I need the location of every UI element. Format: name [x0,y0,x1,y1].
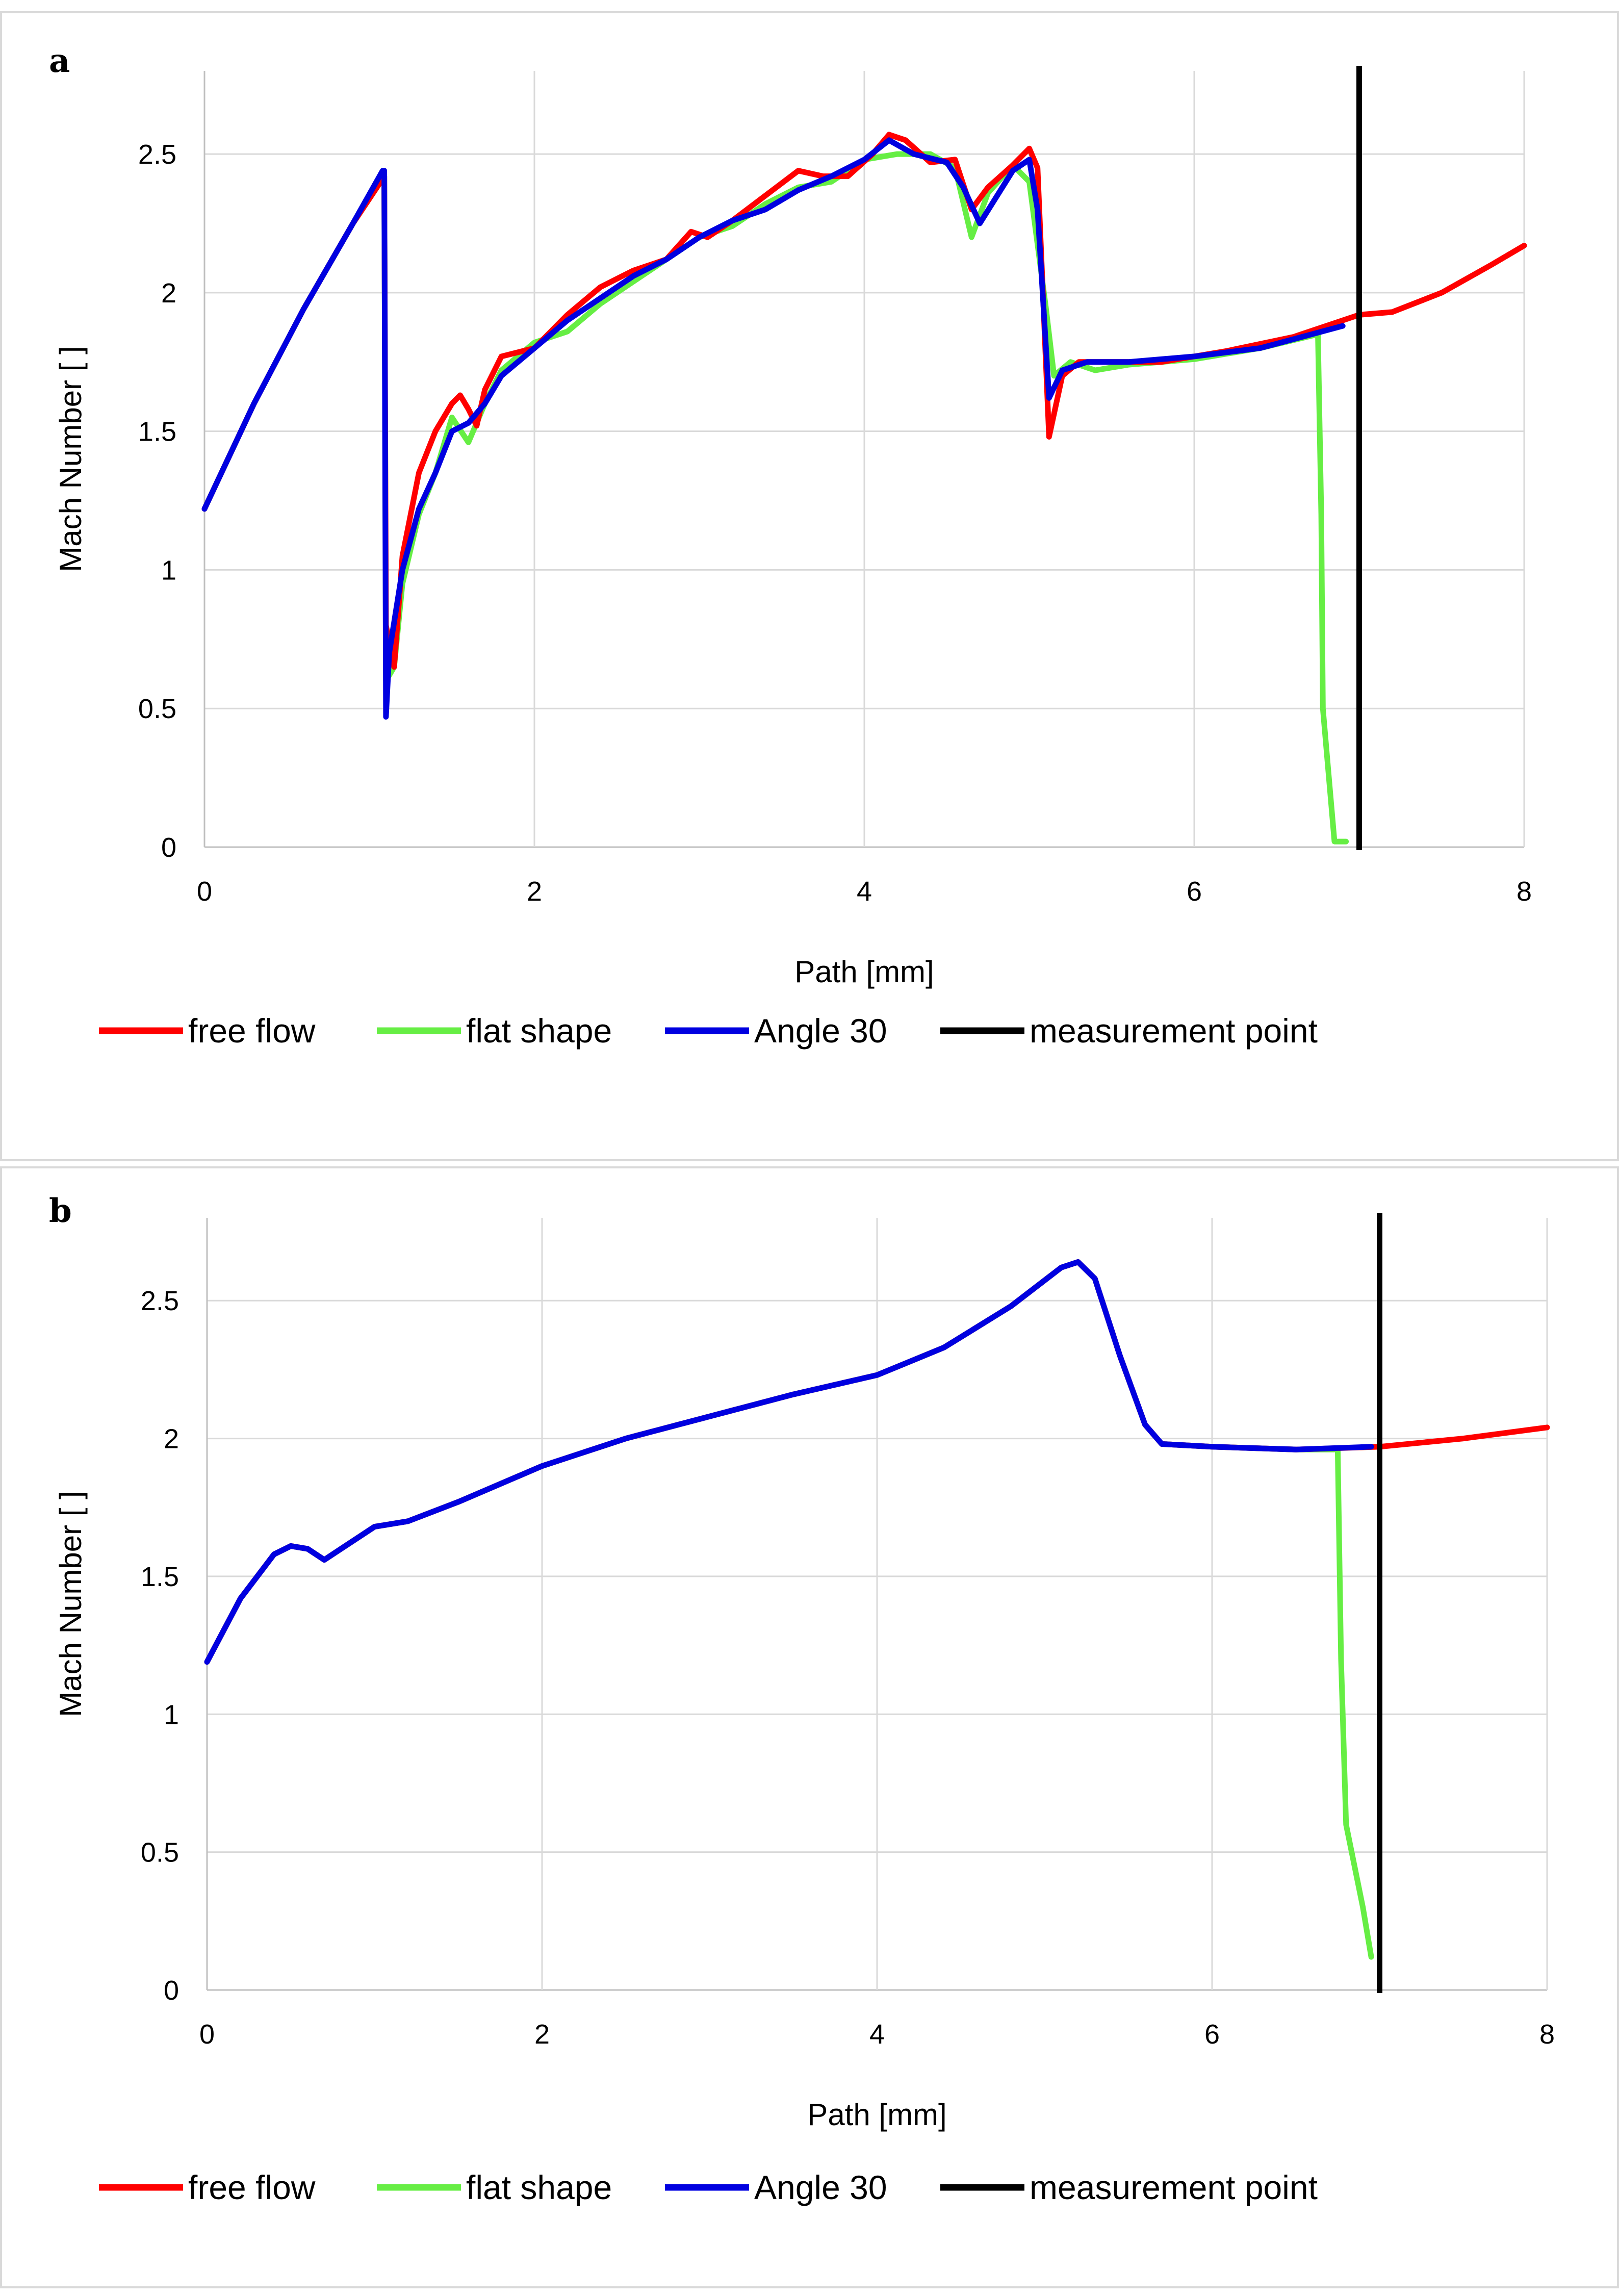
x-tick-label: 8 [1517,876,1532,907]
x-tick-label: 6 [1187,876,1202,907]
y-tick-label: 1 [164,1699,179,1730]
panel-label: b [49,1192,72,1230]
x-tick-label: 0 [199,2019,215,2050]
legend-label-measurement-point: measurement point [1030,2169,1318,2206]
y-tick-label: 0.5 [138,694,176,724]
panel-label: a [49,42,70,80]
chart-panel-a: a 0 0.5 1 1.5 2 2.5 0 2 4 6 8 Path [mm] Mach Number [… [0,11,1619,1161]
y-tick-label: 1.5 [141,1562,179,1592]
chart-b-svg: b 0 0.5 1 1.5 2 2.5 0 2 4 6 8 Path [mm] Mach Number [… [49,1192,1555,2206]
legend-label-measurement-point: measurement point [1030,1012,1318,1050]
y-axis-title: Mach Number [ ] [54,1491,88,1717]
series-line-angle-30 [201,137,1346,720]
y-tick-label: 1 [161,555,176,585]
y-tick-label: 0 [161,832,176,863]
y-tick-label: 0 [164,1975,179,2006]
y-tick-label: 2 [164,1424,179,1455]
legend-label-free-flow: free flow [188,1012,316,1050]
series-line-angle-30 [204,1259,1374,1665]
y-tick-label: 0.5 [141,1838,179,1868]
x-tick-label: 8 [1539,2019,1555,2050]
chart-a-svg: a 0 0.5 1 1.5 2 2.5 0 2 4 6 8 Path [mm] Mach Number [… [49,42,1532,1050]
x-axis-title: Path [mm] [794,955,934,989]
series-line-flat-shape [201,151,1349,845]
legend-label-flat-shape: flat shape [466,2169,612,2206]
y-axis-title: Mach Number [ ] [54,346,88,572]
y-tick-label: 1.5 [138,417,176,447]
x-tick-label: 4 [869,2019,885,2050]
y-tick-label: 2 [161,278,176,309]
legend-label-angle-30: Angle 30 [754,2169,887,2206]
x-tick-label: 2 [527,876,542,907]
x-tick-label: 2 [534,2019,550,2050]
y-tick-label: 2.5 [141,1286,179,1316]
legend-label-free-flow: free flow [188,2169,316,2206]
x-tick-label: 0 [197,876,212,907]
legend-label-flat-shape: flat shape [466,1012,612,1050]
x-tick-label: 6 [1204,2019,1220,2050]
legend-label-angle-30: Angle 30 [754,1012,887,1050]
chart-panel-b: b 0 0.5 1 1.5 2 2.5 0 2 4 6 8 Path [mm] Mach Number [… [0,1166,1619,2288]
x-axis-title: Path [mm] [807,2098,946,2132]
x-tick-label: 4 [857,876,872,907]
y-tick-label: 2.5 [138,139,176,170]
